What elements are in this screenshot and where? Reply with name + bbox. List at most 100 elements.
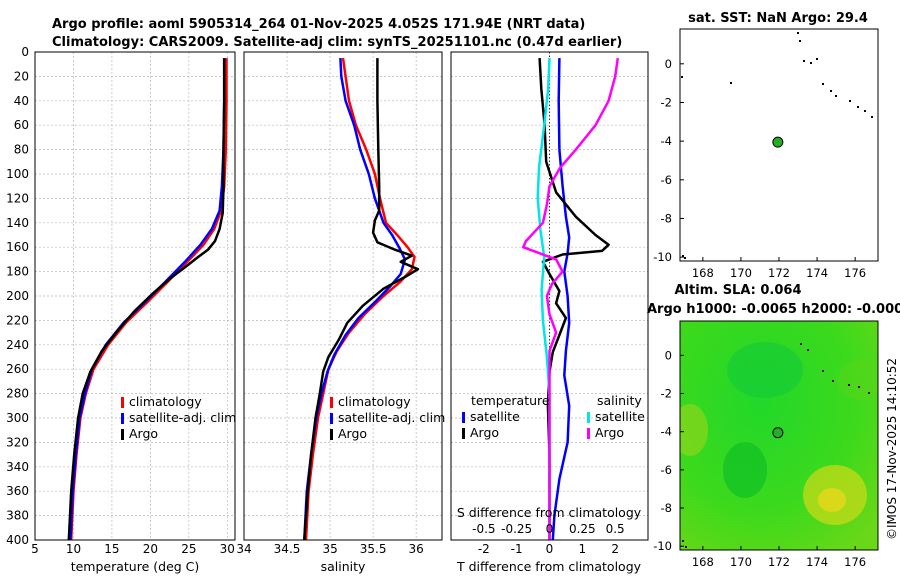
s-tick-label: 0.25 xyxy=(569,522,596,536)
map-y-tick-label: -10 xyxy=(653,250,672,264)
sla-island-dots xyxy=(682,343,870,548)
map-x-tick-label: 176 xyxy=(844,555,866,569)
y-tick-label: 380 xyxy=(6,509,29,523)
x-tick-label: 35 xyxy=(322,542,337,556)
legend-climatology-label: climatology xyxy=(338,394,411,409)
x-tick-label: 25 xyxy=(181,542,196,556)
y-tick-label: 80 xyxy=(14,143,29,157)
legend-t-argo-swatch xyxy=(462,428,465,439)
y-tick-label: 120 xyxy=(6,191,29,205)
y-tick-label: 300 xyxy=(6,411,29,425)
map-x-tick-label: 174 xyxy=(806,266,828,280)
map-y-tick-label: -6 xyxy=(661,463,672,477)
x-tick-label: 35.5 xyxy=(360,542,387,556)
map-y-tick-label: 0 xyxy=(665,348,672,362)
sla-map-panel: Altim. SLA: 0.064 Argo h1000: -0.0065 h2… xyxy=(647,283,900,569)
legend-argo-swatch xyxy=(121,429,124,440)
legend-climatology-swatch xyxy=(121,397,124,408)
map-y-tick-label: -4 xyxy=(661,134,672,148)
legend-satellite-swatch xyxy=(330,413,333,424)
y-tick-label: 140 xyxy=(6,216,29,230)
series-line-argo xyxy=(67,58,226,540)
map-y-tick-label: -4 xyxy=(661,425,672,439)
x-tick-label: 2 xyxy=(611,542,619,556)
x-tick-label: 36 xyxy=(409,542,424,556)
legend-s-argo-label: Argo xyxy=(595,425,624,440)
difference-panel: -2 -1 0 1 2 -0.5 -0.25 0 0.25 0.5 T difference f… xyxy=(450,51,649,574)
temperature-legend: climatology satellite-adj. clim Argo xyxy=(121,394,236,441)
y-tick-label: 220 xyxy=(6,313,29,327)
x-tick-label: 20 xyxy=(143,542,158,556)
series-line-salinity-argo xyxy=(521,57,620,540)
legend-t-satellite-label: satellite xyxy=(470,409,520,424)
figure-title-line1: Argo profile: aoml 5905314_264 01-Nov-20… xyxy=(52,17,585,32)
x-tick-label: 34 xyxy=(236,542,251,556)
s-tick-label: -0.5 xyxy=(472,522,495,536)
series-line-satellite-adj-clim xyxy=(303,58,407,540)
x-tick-label: 15 xyxy=(104,542,119,556)
legend-s-satellite-swatch xyxy=(587,412,590,423)
y-tick-label: 360 xyxy=(6,484,29,498)
s-tick-label: -0.25 xyxy=(501,522,532,536)
map-x-tick-label: 176 xyxy=(844,266,866,280)
x-tick-label: 5 xyxy=(31,542,39,556)
x-tick-label: 1 xyxy=(579,542,587,556)
map-y-tick-label: -2 xyxy=(661,387,672,401)
map-x-tick-label: 170 xyxy=(730,266,752,280)
sla-map-title-line1: Altim. SLA: 0.064 xyxy=(675,283,802,298)
map-x-tick-label: 174 xyxy=(806,555,828,569)
y-tick-label: 0 xyxy=(21,45,29,59)
y-tick-label: 280 xyxy=(6,387,29,401)
x-tick-label: 34.5 xyxy=(274,542,301,556)
legend-temperature-title: temperature xyxy=(471,393,550,408)
y-tick-label: 260 xyxy=(6,362,29,376)
x-tick-label: 10 xyxy=(66,542,81,556)
legend-t-satellite-swatch xyxy=(462,412,465,423)
x-tick-label: 30 xyxy=(220,542,235,556)
legend-satellite-swatch xyxy=(121,413,124,424)
legend-s-argo-swatch xyxy=(587,428,590,439)
series-line-climatology xyxy=(304,57,416,540)
map-x-tick-label: 168 xyxy=(692,266,714,280)
s-tick-label: 0 xyxy=(546,522,554,536)
map-y-tick-label: -2 xyxy=(661,95,672,109)
y-tick-label: 60 xyxy=(14,118,29,132)
map-x-tick-label: 172 xyxy=(768,266,790,280)
y-tick-label: 340 xyxy=(6,460,29,474)
legend-argo-label: Argo xyxy=(338,426,367,441)
sla-map-title-line2: Argo h1000: -0.0065 h2000: -0.0003 xyxy=(647,302,900,317)
x-tick-label: 0 xyxy=(546,542,554,556)
map-y-tick-label: -8 xyxy=(661,211,672,225)
legend-t-argo-label: Argo xyxy=(470,425,499,440)
sst-map-panel: sat. SST: NaN Argo: 29.4 168 170 172 174 176… xyxy=(653,11,879,280)
legend-satellite-label: satellite-adj. clim xyxy=(338,410,445,425)
y-tick-label: 40 xyxy=(14,94,29,108)
salinity-x-label: salinity xyxy=(321,559,366,574)
map-y-tick-label: -6 xyxy=(661,173,672,187)
t-difference-x-label: T difference from climatology xyxy=(456,559,642,574)
map-x-tick-label: 172 xyxy=(768,555,790,569)
legend-satellite-label: satellite-adj. clim xyxy=(129,410,236,425)
series-line-temperature-satellite xyxy=(551,58,571,540)
map-x-tick-label: 168 xyxy=(692,555,714,569)
legend-salinity-title: salinity xyxy=(597,393,642,408)
y-tick-label: 200 xyxy=(6,289,29,303)
legend-argo-swatch xyxy=(330,429,333,440)
salinity-legend: climatology satellite-adj. clim Argo xyxy=(330,394,445,441)
s-tick-label: 0.5 xyxy=(606,522,625,536)
legend-s-satellite-label: satellite xyxy=(595,409,645,424)
x-tick-label: -2 xyxy=(478,542,490,556)
temperature-panel: 5 10 15 20 25 30 0 20 40 60 80 100 120 140 160 180 200 2… xyxy=(6,45,236,574)
legend-climatology-label: climatology xyxy=(129,394,202,409)
y-tick-label: 320 xyxy=(6,435,29,449)
map-y-tick-label: 0 xyxy=(665,57,672,71)
difference-legend: temperature satellite Argo salinity sate… xyxy=(462,393,645,440)
map-y-tick-label: -8 xyxy=(661,501,672,515)
legend-climatology-swatch xyxy=(330,397,333,408)
y-tick-label: 400 xyxy=(6,533,29,547)
y-tick-label: 20 xyxy=(14,69,29,83)
salinity-panel: 34 34.5 35 35.5 36 salinity climatology sate… xyxy=(236,51,445,574)
y-tick-label: 240 xyxy=(6,338,29,352)
sst-map-title: sat. SST: NaN Argo: 29.4 xyxy=(688,11,868,26)
